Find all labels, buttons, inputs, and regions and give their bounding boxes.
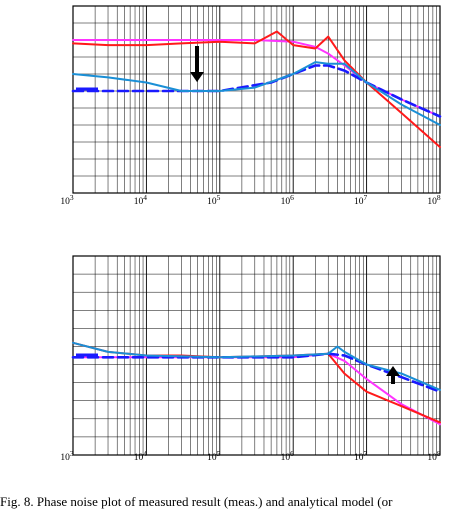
x-tick-label: 107 <box>354 193 368 207</box>
x-tick-label: 104 <box>134 449 148 463</box>
x-tick-label: 104 <box>134 193 148 207</box>
figure-caption: Fig. 8. Phase noise plot of measured res… <box>0 494 393 509</box>
fnc-arrow-head <box>386 366 400 376</box>
grid-lines <box>72 5 440 194</box>
x-tick-label: 106 <box>281 193 295 207</box>
x-tick-label: 107 <box>354 449 368 463</box>
x-tick-label: 105 <box>207 449 221 463</box>
plot-frame <box>72 5 441 194</box>
x-tick-label: 103 <box>60 193 74 207</box>
x-tick-label: 103 <box>60 449 74 463</box>
chart-panel-b: 103 104 105 106 107 108 <box>60 255 442 463</box>
chart-panel-a: 103 104 105 106 107 108 <box>60 5 442 207</box>
x-tick-label: 108 <box>427 449 441 463</box>
series-line-fncp-meas <box>72 341 441 391</box>
x-tick-label: 106 <box>281 449 295 463</box>
x-tick-label: 105 <box>207 193 221 207</box>
plot-frame <box>72 255 441 456</box>
series-line-fncp-meas <box>72 61 441 126</box>
plot-area <box>73 6 440 193</box>
x-tick-label: 108 <box>427 193 441 207</box>
fnc-arrow-head <box>190 72 204 82</box>
